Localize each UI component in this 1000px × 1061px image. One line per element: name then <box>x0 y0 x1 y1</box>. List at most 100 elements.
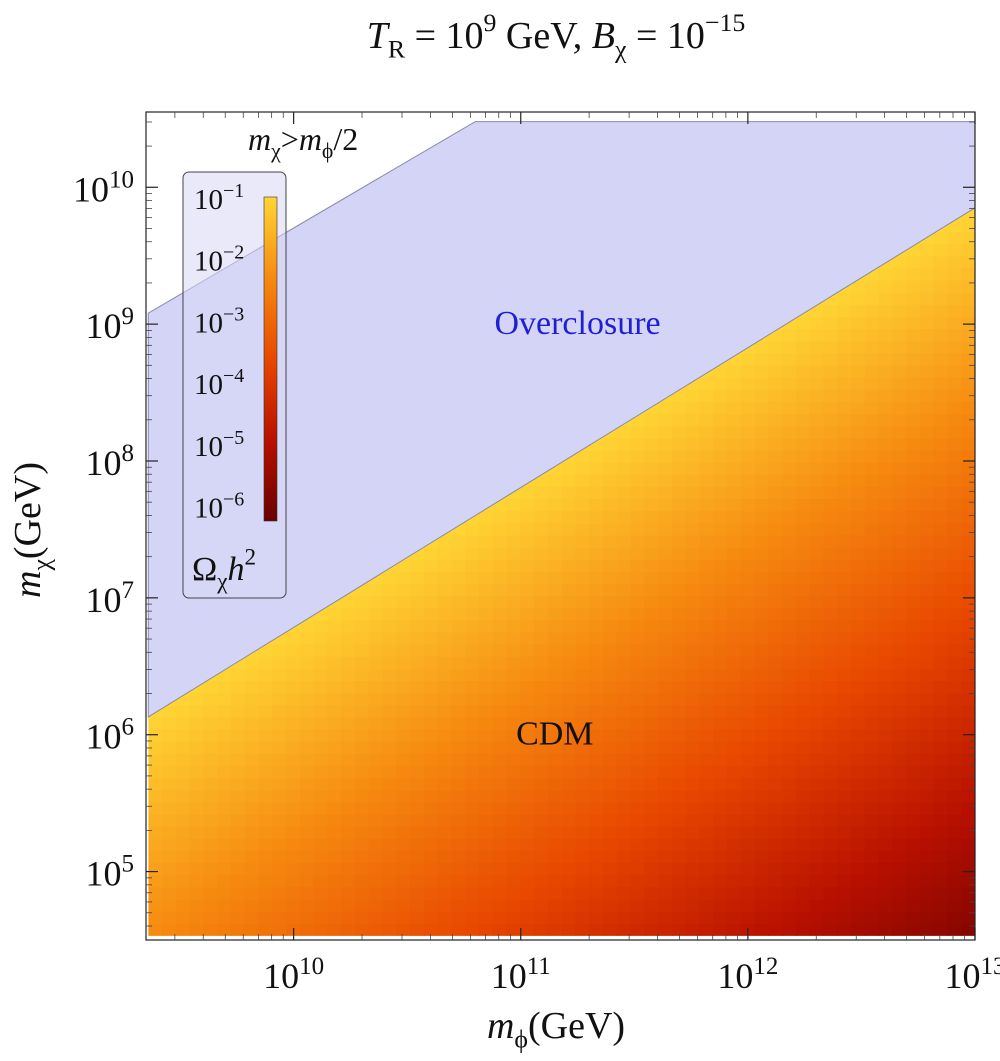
heatmap-cell <box>368 620 384 634</box>
heatmap-cell <box>782 717 797 731</box>
heatmap-cell <box>589 887 604 901</box>
heatmap-cell <box>203 899 218 913</box>
heatmap-cell <box>244 826 260 840</box>
heatmap-cell <box>658 875 673 889</box>
heatmap-cell <box>864 802 880 816</box>
heatmap-cell <box>203 766 218 779</box>
heatmap-cell <box>616 778 632 792</box>
heatmap-cell <box>162 766 177 779</box>
heatmap-cell <box>644 571 659 585</box>
heatmap-cell <box>947 571 963 585</box>
heatmap-cell <box>451 923 466 936</box>
heatmap-cell <box>823 644 839 658</box>
heatmap-cell <box>795 644 811 658</box>
heatmap-cell <box>451 583 466 597</box>
heatmap-cell <box>506 632 522 646</box>
heatmap-cell <box>782 923 797 936</box>
heatmap-cell <box>189 790 205 804</box>
heatmap-cell <box>630 911 646 925</box>
heatmap-cell <box>230 790 246 804</box>
heatmap-cell <box>423 559 439 573</box>
heatmap-cell <box>699 826 715 840</box>
heatmap-cell <box>713 814 728 828</box>
heatmap-cell <box>561 681 577 694</box>
heatmap-cell <box>189 705 205 719</box>
heatmap-cell <box>478 899 494 913</box>
heatmap-cell <box>740 887 756 901</box>
heatmap-cell <box>906 377 921 391</box>
heatmap-cell <box>575 462 590 476</box>
heatmap-cell <box>782 608 797 622</box>
heatmap-cell <box>961 389 975 403</box>
heatmap-cell <box>947 511 963 525</box>
heatmap-cell <box>906 304 921 318</box>
heatmap-cell <box>589 717 604 731</box>
heatmap-cell <box>354 668 370 682</box>
heatmap-cell <box>713 462 728 476</box>
heatmap-cell <box>506 887 522 901</box>
heatmap-cell <box>906 850 921 864</box>
heatmap-cell <box>630 778 646 792</box>
heatmap-cell <box>437 778 453 792</box>
heatmap-cell <box>892 741 907 755</box>
heatmap-cell <box>437 583 453 597</box>
heatmap-cell <box>561 547 577 561</box>
heatmap-cell <box>713 790 728 804</box>
heatmap-cell <box>299 850 315 864</box>
heatmap-cell <box>547 474 563 488</box>
heatmap-cell <box>740 438 756 452</box>
heatmap-cell <box>768 899 783 913</box>
heatmap-cell <box>906 802 921 816</box>
heatmap-cell <box>423 790 439 804</box>
heatmap-cell <box>699 766 715 779</box>
heatmap-cell <box>795 559 811 573</box>
heatmap-cell <box>410 766 425 779</box>
heatmap-cell <box>575 911 590 925</box>
heatmap-cell <box>423 620 439 634</box>
heatmap-cell <box>906 353 921 367</box>
heatmap-cell <box>644 644 659 658</box>
heatmap-cell <box>286 668 301 682</box>
heatmap-cell <box>809 729 825 743</box>
heatmap-cell <box>534 608 549 622</box>
heatmap-cell <box>451 668 466 682</box>
heatmap-cell <box>258 899 274 913</box>
heatmap-cell <box>203 838 218 852</box>
heatmap-cell <box>547 499 563 512</box>
heatmap-cell <box>933 790 949 804</box>
heatmap-cell <box>850 608 866 622</box>
heatmap-cell <box>520 632 535 646</box>
heatmap-cell <box>368 875 384 889</box>
heatmap-cell <box>961 414 975 428</box>
heatmap-cell <box>823 717 839 731</box>
heatmap-cell <box>961 353 975 367</box>
heatmap-cell <box>754 814 770 828</box>
heatmap-cell <box>768 620 783 634</box>
heatmap-cell <box>258 814 274 828</box>
heatmap-cell <box>768 850 783 864</box>
heatmap-cell <box>768 450 783 464</box>
heatmap-cell <box>809 741 825 755</box>
heatmap-cell <box>837 656 852 670</box>
heatmap-cell <box>961 863 975 877</box>
x-tick-label: 1013 <box>945 953 1000 996</box>
heatmap-cell <box>465 693 480 707</box>
heatmap-cell <box>754 462 770 476</box>
heatmap-cell <box>713 365 728 379</box>
heatmap-cell <box>768 535 783 549</box>
heatmap-cell <box>547 596 563 610</box>
heatmap-cell <box>754 644 770 658</box>
heatmap-cell <box>768 826 783 840</box>
heatmap-cell <box>217 753 232 767</box>
heatmap-cell <box>699 596 715 610</box>
heatmap-cell <box>299 887 315 901</box>
heatmap-cell <box>547 559 563 573</box>
heatmap-cell <box>437 559 453 573</box>
heatmap-cell <box>230 814 246 828</box>
heatmap-cell <box>919 620 935 634</box>
heatmap-cell <box>272 753 287 767</box>
heatmap-cell <box>616 426 632 440</box>
heatmap-cell <box>575 887 590 901</box>
heatmap-cell <box>547 802 563 816</box>
